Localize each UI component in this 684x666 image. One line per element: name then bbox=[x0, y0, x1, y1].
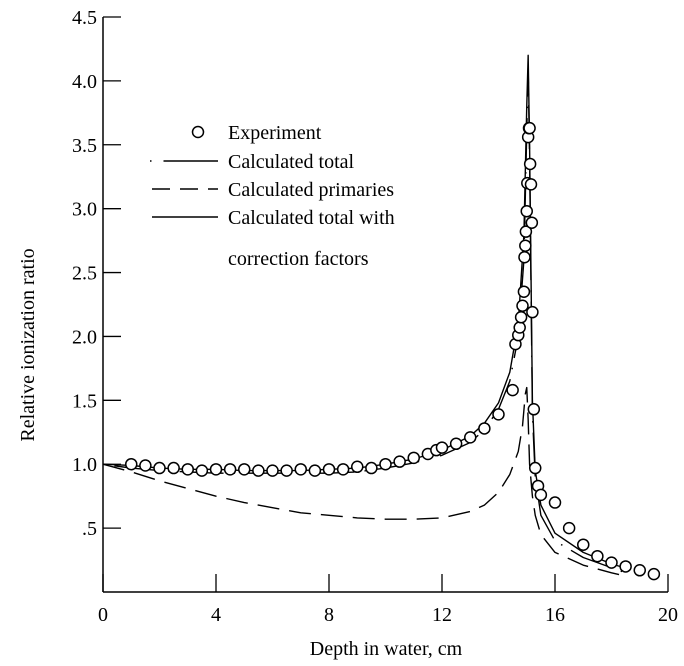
experiment-point bbox=[167, 461, 180, 475]
experiment-point bbox=[351, 460, 364, 474]
experiment-point bbox=[238, 463, 251, 476]
experiment-point bbox=[308, 464, 322, 477]
experiment-point bbox=[393, 455, 406, 468]
x-tick-label: 4 bbox=[211, 604, 221, 626]
experiment-point bbox=[464, 431, 477, 444]
experiment-point bbox=[223, 463, 237, 476]
y-tick-label: 1.5 bbox=[72, 390, 97, 412]
experiment-point bbox=[619, 560, 632, 573]
series-layer bbox=[102, 54, 661, 581]
experiment-point bbox=[435, 441, 449, 454]
y-tick-label: 3.5 bbox=[72, 135, 97, 157]
experiment-point bbox=[633, 564, 646, 577]
x-tick-label: 20 bbox=[658, 604, 678, 626]
series-line-solid bbox=[102, 54, 629, 570]
experiment-point bbox=[492, 408, 505, 421]
ticks: .5 1.0 1.5 2.0 2.5 3.0 3.5 4.0 4.5 0 4 8 12 16 20 bbox=[72, 7, 678, 626]
experiment-point bbox=[577, 538, 590, 551]
y-tick-label: 4.5 bbox=[72, 7, 97, 29]
experiment-point bbox=[252, 464, 265, 477]
experiment-point bbox=[514, 311, 528, 324]
experiment-point bbox=[527, 403, 541, 416]
experiment-point bbox=[526, 305, 539, 319]
experiment-point bbox=[266, 464, 279, 477]
series-line-dashed bbox=[102, 386, 623, 577]
legend: Experiment Calculated total Calculated p… bbox=[150, 122, 395, 270]
experiment-point bbox=[506, 383, 519, 397]
experiment-point bbox=[520, 204, 533, 218]
y-tick-label: 1.0 bbox=[72, 454, 97, 476]
experiment-point bbox=[548, 496, 562, 509]
experiment-point bbox=[181, 463, 194, 476]
experiment-point bbox=[280, 464, 293, 477]
experiment-point bbox=[591, 549, 604, 563]
experiment-point bbox=[513, 321, 526, 334]
experiment-point bbox=[153, 461, 166, 475]
experiment-point bbox=[379, 457, 392, 471]
legend-label-primaries: Calculated primaries bbox=[228, 179, 394, 201]
experiment-point bbox=[365, 461, 378, 475]
experiment-point bbox=[647, 567, 661, 581]
y-axis-title: Relative ionization ratio bbox=[17, 248, 39, 441]
y-tick-label: 4.0 bbox=[72, 71, 97, 93]
experiment-point bbox=[524, 178, 538, 191]
legend-label-experiment: Experiment bbox=[228, 122, 322, 144]
legend-marker-experiment bbox=[191, 125, 205, 139]
experiment-point bbox=[407, 451, 420, 465]
y-tick-label: 2.5 bbox=[72, 263, 97, 285]
experiment-point bbox=[562, 521, 576, 535]
experiment-point bbox=[322, 463, 336, 476]
x-tick-label: 8 bbox=[324, 604, 334, 626]
y-tick-label: 3.0 bbox=[72, 199, 97, 221]
experiment-point bbox=[517, 285, 531, 298]
experiment-point bbox=[523, 121, 536, 135]
experiment-point bbox=[525, 216, 539, 229]
experiment-point bbox=[449, 437, 463, 451]
axes bbox=[102, 17, 668, 593]
series-line-dash-dot bbox=[102, 67, 626, 574]
experiment-point bbox=[209, 463, 223, 476]
y-tick-label: .5 bbox=[82, 518, 97, 540]
y-tick-label: 2.0 bbox=[72, 326, 97, 348]
experiment-point bbox=[336, 463, 350, 476]
legend-label-corrected-1: Calculated total with bbox=[228, 207, 395, 229]
experiment-point bbox=[523, 157, 537, 171]
legend-label-corrected-2: correction factors bbox=[228, 248, 369, 270]
experiment-point bbox=[516, 299, 529, 313]
experiment-point bbox=[519, 225, 533, 238]
experiment-point bbox=[125, 457, 138, 471]
experiment-point bbox=[294, 463, 307, 476]
experiment-point bbox=[534, 488, 548, 502]
experiment-point bbox=[518, 250, 531, 264]
x-tick-label: 16 bbox=[545, 604, 565, 626]
x-axis-title: Depth in water, cm bbox=[310, 638, 463, 660]
x-tick-label: 0 bbox=[98, 604, 108, 626]
experiment-point bbox=[528, 461, 542, 475]
legend-label-total: Calculated total bbox=[228, 151, 355, 173]
experiment-point bbox=[139, 459, 152, 472]
experiment-point bbox=[478, 422, 491, 435]
experiment-point bbox=[519, 239, 532, 252]
experiment-point bbox=[195, 464, 209, 477]
experiment-point bbox=[605, 556, 618, 569]
x-tick-label: 12 bbox=[432, 604, 452, 626]
